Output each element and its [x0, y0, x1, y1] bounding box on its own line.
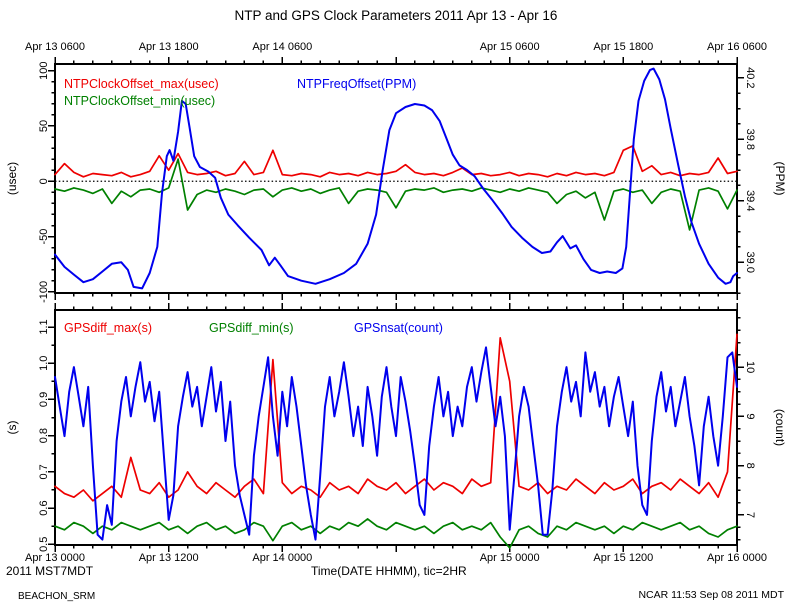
- panel-ntp-left_axis-ticks: -100 -50 0 50 100 (usec): [5, 61, 55, 303]
- panel-gps-x-ticks: [54, 303, 738, 552]
- left_axis-tick-label: 1.1: [38, 319, 50, 334]
- left_axis-tick-label: 100: [38, 61, 50, 79]
- left_axis-tick-label: 0.7: [38, 464, 50, 479]
- left_axis-tick-label: 0.5: [38, 537, 50, 552]
- series-ntpfreqoffset-ppm-: [54, 67, 738, 290]
- top-axis-date-label: Apr 13 0600: [25, 41, 85, 53]
- timezone-note: 2011 MST7MDT: [6, 564, 94, 578]
- legend-ntp-clock-offset-min: NTPClockOffset_min(usec): [64, 94, 216, 108]
- page-title: NTP and GPS Clock Parameters 2011 Apr 13…: [234, 8, 558, 23]
- right_axis-tick-label: 10: [744, 361, 756, 373]
- left_axis-tick-label: 50: [38, 120, 50, 132]
- bottom-axis-date-label: Apr 13 1200: [139, 552, 199, 564]
- panel-ntp-right_axis-ticks: 39.0 39.4 39.8 40.2 (PPM): [737, 67, 787, 294]
- right_axis-tick-label: 39.4: [744, 190, 756, 211]
- series-gpsnsat-count-: [54, 346, 738, 541]
- left_axis-tick-label: 0.9: [38, 392, 50, 407]
- series-gpsdiff-max-s-: [54, 333, 738, 502]
- panel-ntp: -100 -50 0 50 100 (usec) 39.0 39.4 39.8 40.2 (PPM)…: [5, 41, 787, 303]
- legend-gps-nsat: GPSnsat(count): [354, 321, 443, 335]
- panel-gps: 0.5 0.6 0.7 0.8 0.9 1.0 1.1 (s) 7 8 9 10 (count) Apr …: [5, 303, 787, 564]
- series-ntpclockoffset-max-usec-: [54, 145, 738, 178]
- panel-gps-right_axis-title: (count): [773, 409, 787, 446]
- legend-gps-diff-min: GPSdiff_min(s): [209, 321, 294, 335]
- top-axis-date-label: Apr 15 1800: [593, 41, 653, 53]
- left_axis-tick-label: -100: [38, 281, 50, 303]
- bottom-axis-date-label: Apr 16 0000: [707, 552, 767, 564]
- panel-gps-left_axis-title: (s): [5, 421, 19, 435]
- top-axis-date-label: Apr 15 0600: [480, 41, 540, 53]
- top-axis-date-label: Apr 14 0600: [252, 41, 312, 53]
- panel-ntp-x-ticks: [54, 57, 738, 300]
- panel-gps-right_axis-ticks: 7 8 9 10 (count): [737, 317, 787, 541]
- top-axis-date-label: Apr 16 0600: [707, 41, 767, 53]
- bottom-axis-date-label: Apr 15 1200: [593, 552, 653, 564]
- x-axis-title: Time(DATE HHMM), tic=2HR: [311, 564, 467, 578]
- bottom-axis-date-label: Apr 15 0000: [480, 552, 540, 564]
- series-ntpclockoffset-min-usec-: [54, 158, 738, 231]
- right_axis-tick-label: 8: [744, 463, 756, 469]
- left_axis-tick-label: 1.0: [38, 356, 50, 371]
- right_axis-tick-label: 9: [744, 413, 756, 419]
- panel-gps-left_axis-ticks: 0.5 0.6 0.7 0.8 0.9 1.0 1.1 (s): [5, 319, 55, 552]
- bottom-axis-date-label: Apr 13 0000: [25, 552, 85, 564]
- series-gpsdiff-min-s-: [54, 518, 738, 549]
- panel-ntp-right_axis-title: (PPM): [773, 162, 787, 196]
- right_axis-tick-label: 40.2: [744, 67, 756, 88]
- left_axis-tick-label: 0.6: [38, 500, 50, 515]
- right_axis-tick-label: 7: [744, 512, 756, 518]
- top-axis-date-label: Apr 13 1800: [139, 41, 199, 53]
- left_axis-tick-label: 0.8: [38, 428, 50, 443]
- project-label: BEACHON_SRM: [18, 591, 96, 602]
- bottom-axis-date-label: Apr 14 0000: [252, 552, 312, 564]
- right_axis-tick-label: 39.8: [744, 129, 756, 150]
- right_axis-tick-label: 39.0: [744, 252, 756, 273]
- legend-ntp-freq-offset: NTPFreqOffset(PPM): [297, 77, 417, 91]
- left_axis-tick-label: 0: [38, 178, 50, 184]
- legend-ntp-clock-offset-max: NTPClockOffset_max(usec): [64, 77, 219, 91]
- legend-gps-diff-max: GPSdiff_max(s): [64, 321, 152, 335]
- ncar-credit: NCAR 11:53 Sep 08 2011 MDT: [638, 589, 784, 601]
- panel-ntp-left_axis-title: (usec): [5, 162, 19, 195]
- left_axis-tick-label: -50: [38, 229, 50, 245]
